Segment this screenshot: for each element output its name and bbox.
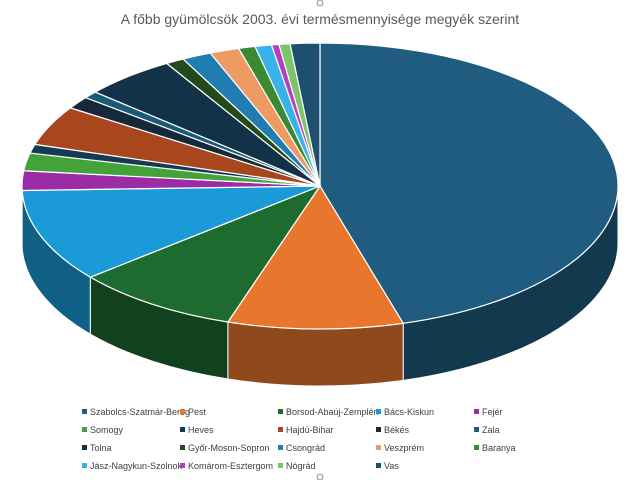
- legend-item-nograd: Nógrád: [278, 461, 316, 471]
- legend-label: Vas: [384, 461, 399, 471]
- legend-swatch: [376, 445, 381, 450]
- chart-resize-handle-top[interactable]: [316, 0, 324, 7]
- legend-swatch: [82, 409, 87, 414]
- legend-swatch: [376, 463, 381, 468]
- legend-item-baranya: Baranya: [474, 443, 516, 453]
- legend-swatch: [82, 463, 87, 468]
- legend-swatch: [180, 445, 185, 450]
- legend-label: Somogy: [90, 425, 124, 435]
- legend-swatch: [376, 427, 381, 432]
- legend-swatch: [180, 409, 185, 414]
- legend-item-hajdu-bihar: Hajdú-Bihar: [278, 425, 334, 435]
- legend-swatch: [82, 445, 87, 450]
- legend-swatch: [474, 445, 479, 450]
- legend-item-heves: Heves: [180, 425, 214, 435]
- legend-label: Heves: [188, 425, 214, 435]
- legend-label: Pest: [188, 407, 207, 417]
- legend-label: Tolna: [90, 443, 112, 453]
- legend-swatch: [82, 427, 87, 432]
- pie-side-pest: [227, 321, 404, 387]
- legend-label: Békés: [384, 425, 410, 435]
- legend-label: Szabolcs-Szatmár-Bereg: [90, 407, 190, 417]
- legend-item-borsod-abauj-zemplen: Borsod-Abaúj-Zemplén: [278, 407, 379, 417]
- pie-slice-vas[interactable]: [289, 42, 321, 187]
- legend-label: Hajdú-Bihar: [286, 425, 334, 435]
- legend-item-szabolcs-szatmar-bereg: Szabolcs-Szatmár-Bereg: [82, 407, 190, 417]
- legend-item-bacs-kiskun: Bács-Kiskun: [376, 407, 434, 417]
- pie-slices: [21, 42, 619, 387]
- legend-item-tolna: Tolna: [82, 443, 112, 453]
- legend-item-jasz-nagykun-szolnok: Jász-Nagykun-Szolnok: [82, 461, 183, 471]
- legend-item-gyor-moson-sopron: Győr-Moson-Sopron: [180, 443, 270, 453]
- pie-slice-szabolcs-szatmar-bereg[interactable]: [319, 42, 619, 324]
- legend-swatch: [376, 409, 381, 414]
- legend-label: Veszprém: [384, 443, 424, 453]
- legend-item-zala: Zala: [474, 425, 500, 435]
- legend-label: Borsod-Abaúj-Zemplén: [286, 407, 379, 417]
- legend-swatch: [474, 427, 479, 432]
- legend-item-bekes: Békés: [376, 425, 410, 435]
- legend-label: Bács-Kiskun: [384, 407, 434, 417]
- pie-slice-pest[interactable]: [226, 184, 405, 330]
- legend-label: Zala: [482, 425, 500, 435]
- chart-title: A főbb gyümölcsök 2003. évi termésmennyi…: [121, 11, 520, 27]
- pie-slice-borsod-abauj-zemplen[interactable]: [89, 184, 322, 323]
- legend-item-csongrad: Csongrád: [278, 443, 325, 453]
- legend-item-somogy: Somogy: [82, 425, 124, 435]
- legend-label: Csongrád: [286, 443, 325, 453]
- legend-item-vas: Vas: [376, 461, 399, 471]
- pie-slice-bacs-kiskun[interactable]: [21, 185, 321, 278]
- legend-label: Jász-Nagykun-Szolnok: [90, 461, 183, 471]
- legend-swatch: [278, 409, 283, 414]
- chart-resize-handle-bottom[interactable]: [316, 473, 324, 480]
- legend-label: Nógrád: [286, 461, 316, 471]
- legend-item-veszprem: Veszprém: [376, 443, 424, 453]
- legend-swatch: [278, 427, 283, 432]
- legend-swatch: [278, 445, 283, 450]
- legend-label: Baranya: [482, 443, 516, 453]
- legend-label: Fejér: [482, 407, 503, 417]
- legend-item-pest: Pest: [180, 407, 207, 417]
- legend-label: Komárom-Esztergom: [188, 461, 273, 471]
- legend-swatch: [474, 409, 479, 414]
- legend-swatch: [180, 427, 185, 432]
- legend-label: Győr-Moson-Sopron: [188, 443, 270, 453]
- legend-item-komarom-esztergom: Komárom-Esztergom: [180, 461, 273, 471]
- legend-swatch: [278, 463, 283, 468]
- legend-swatch: [180, 463, 185, 468]
- legend-item-fejer: Fejér: [474, 407, 503, 417]
